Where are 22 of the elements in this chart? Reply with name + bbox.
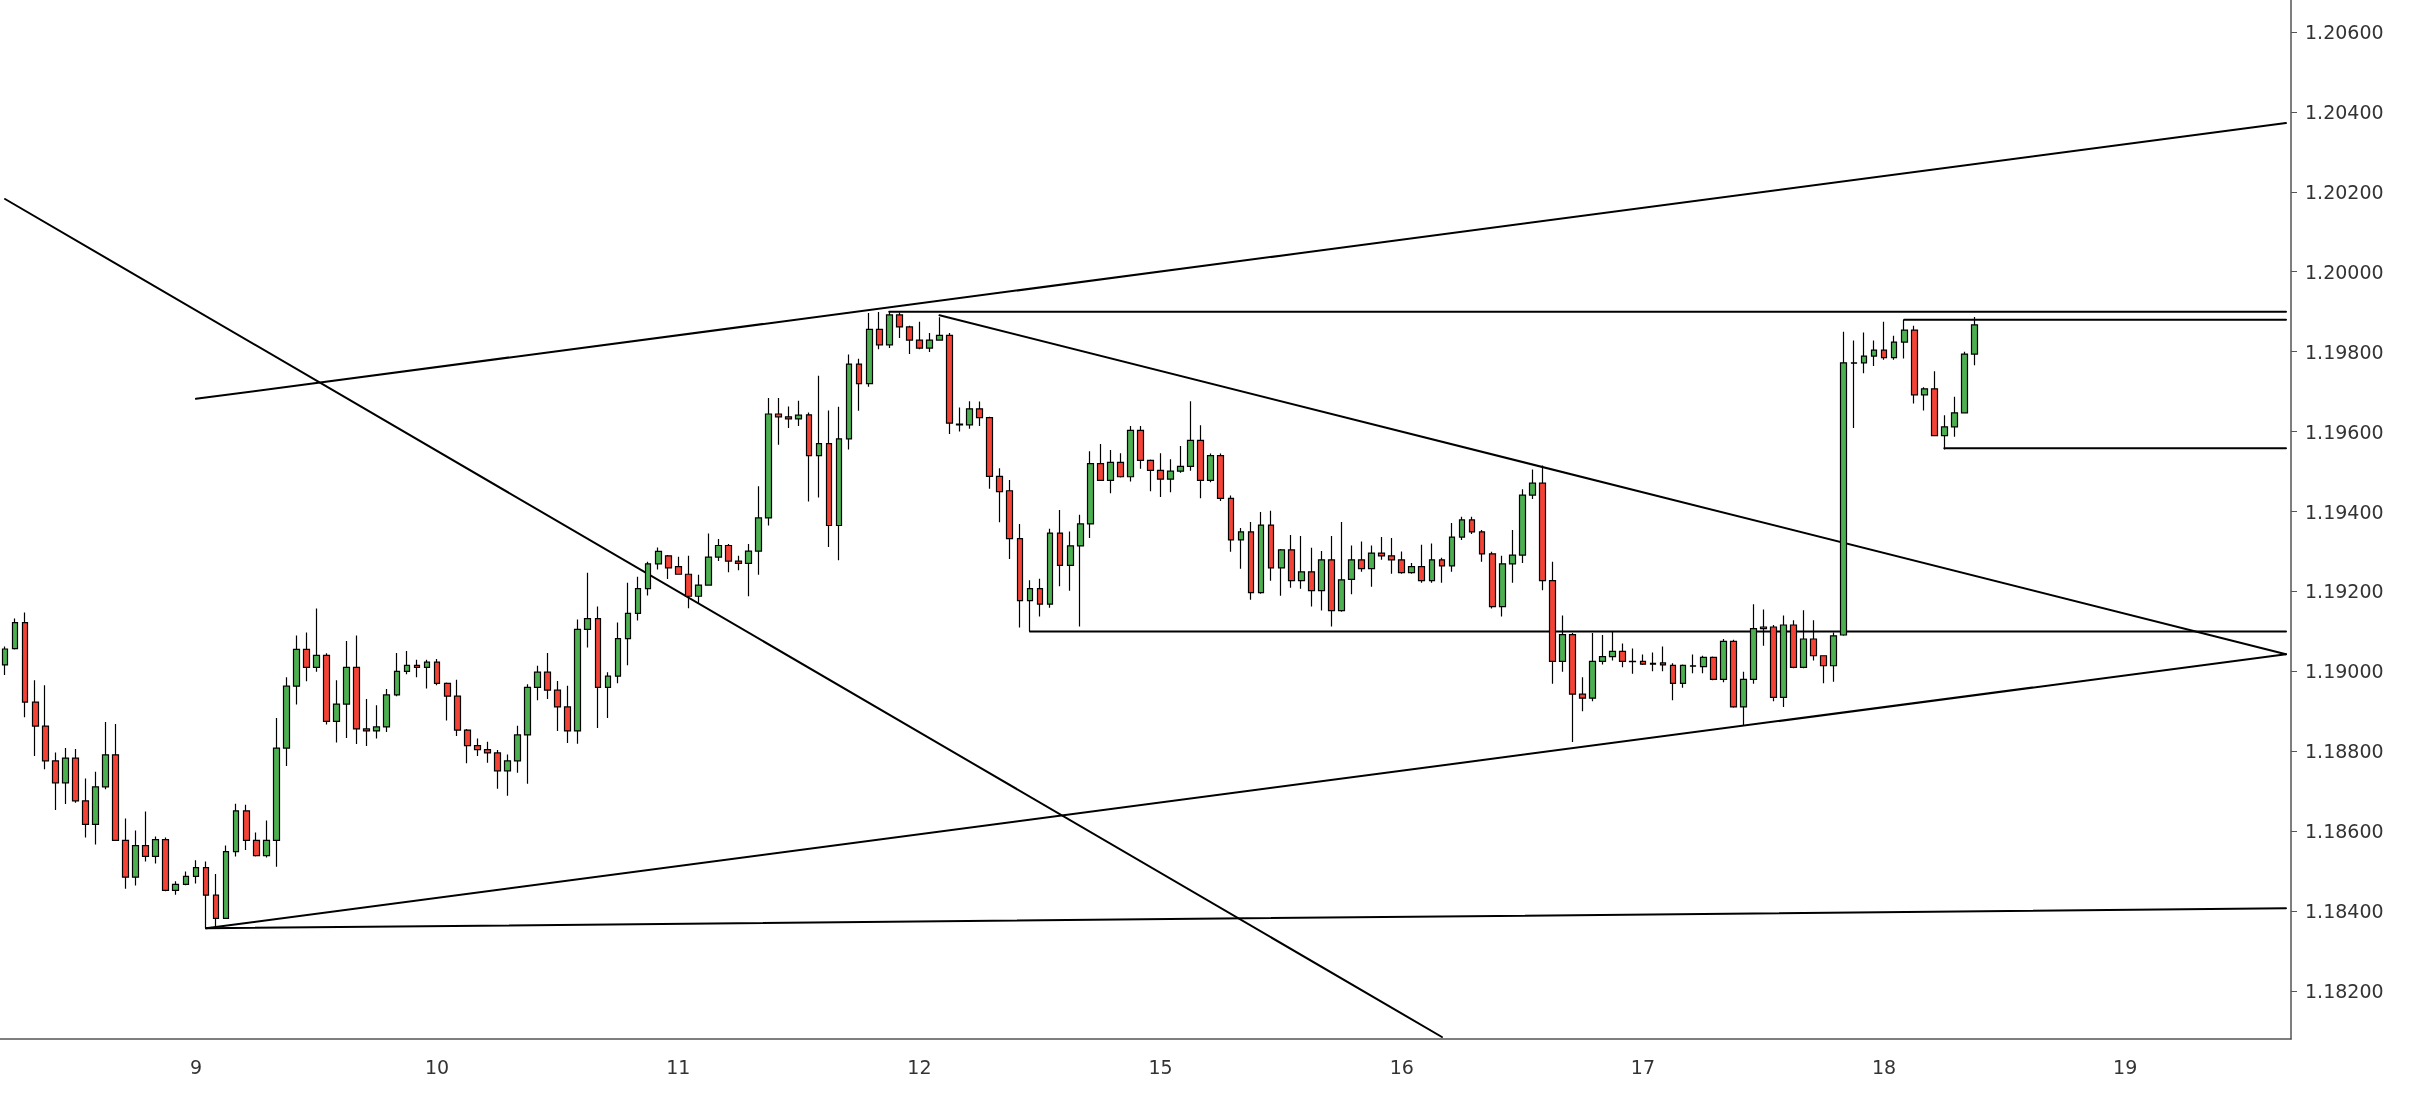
y-tick-label: 1.19800 (2305, 340, 2384, 363)
y-tick-label: 1.19000 (2305, 660, 2384, 683)
y-tick-label: 1.20600 (2305, 20, 2384, 43)
x-tick-label: 15 (1148, 1055, 1173, 1078)
x-tick-label: 12 (907, 1055, 932, 1078)
y-tick-label: 1.20400 (2305, 100, 2384, 123)
y-tick-label: 1.19400 (2305, 500, 2384, 523)
y-tick-label: 1.20200 (2305, 180, 2384, 203)
x-tick-label: 10 (425, 1055, 450, 1078)
y-tick-label: 1.19200 (2305, 580, 2384, 603)
y-tick-label: 1.18800 (2305, 740, 2384, 763)
y-tick-label: 1.18400 (2305, 900, 2384, 923)
y-tick-label: 1.19600 (2305, 420, 2384, 443)
y-tick-label: 1.18200 (2305, 980, 2384, 1003)
x-tick-label: 9 (189, 1055, 202, 1078)
x-tick-label: 11 (666, 1055, 691, 1078)
x-tick-label: 16 (1389, 1055, 1414, 1078)
x-tick-label: 19 (2113, 1055, 2138, 1078)
y-tick-label: 1.20000 (2305, 260, 2384, 283)
x-tick-label: 18 (1871, 1055, 1897, 1078)
y-tick-label: 1.18600 (2305, 820, 2384, 843)
x-tick-label: 17 (1630, 1055, 1655, 1078)
